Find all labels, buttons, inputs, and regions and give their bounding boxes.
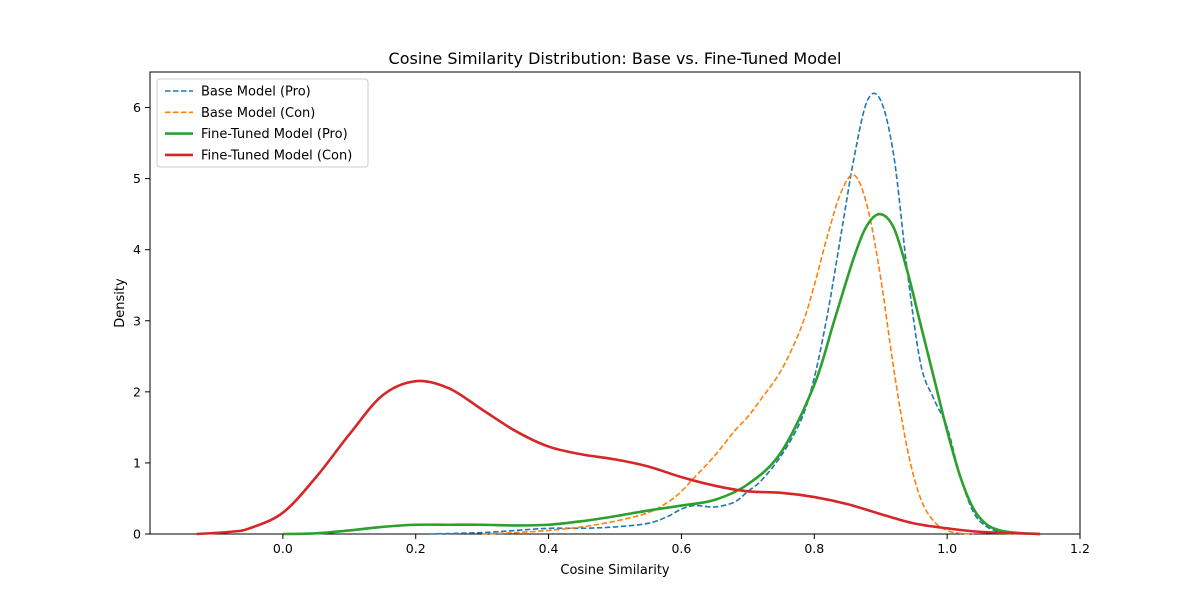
y-tick-label: 5 (133, 171, 141, 186)
x-tick-label: 1.0 (937, 541, 957, 556)
series-line-base-model-con (482, 173, 974, 535)
y-tick-label: 6 (133, 100, 141, 115)
series-line-base-model-pro (428, 92, 1014, 535)
x-tick-label: 0.6 (671, 541, 691, 556)
legend-label: Fine-Tuned Model (Con) (201, 148, 352, 163)
plot-lines (196, 92, 1041, 536)
x-tick-label: 1.2 (1070, 541, 1090, 556)
series-line-fine-tuned-model-con (196, 379, 1041, 536)
series-line-fine-tuned-model-pro (282, 212, 1041, 536)
legend-label: Base Model (Con) (201, 106, 315, 121)
x-axis-label: Cosine Similarity (560, 563, 670, 578)
x-axis-ticks: 0.0 0.2 0.4 0.6 0.8 1.0 1.2 (273, 534, 1090, 556)
y-axis-label: Density (113, 278, 128, 328)
x-tick-label: 0.0 (273, 541, 293, 556)
x-tick-label: 0.4 (539, 541, 559, 556)
y-tick-label: 0 (133, 527, 141, 542)
legend: Base Model (Pro) Base Model (Con) Fine-Tun… (156, 78, 369, 168)
legend-label: Base Model (Pro) (201, 85, 311, 100)
plot-area (149, 71, 1081, 535)
legend-box (156, 78, 369, 168)
y-axis-ticks: 0 1 2 3 4 5 6 (133, 100, 150, 542)
y-tick-label: 1 (133, 455, 141, 470)
y-tick-label: 3 (133, 313, 141, 328)
y-tick-label: 2 (133, 384, 141, 399)
chart-title: Cosine Similarity Distribution: Base vs.… (389, 49, 842, 68)
legend-label: Fine-Tuned Model (Pro) (201, 127, 348, 142)
x-tick-label: 0.8 (804, 541, 824, 556)
x-tick-label: 0.2 (406, 541, 426, 556)
y-tick-label: 4 (133, 242, 141, 257)
